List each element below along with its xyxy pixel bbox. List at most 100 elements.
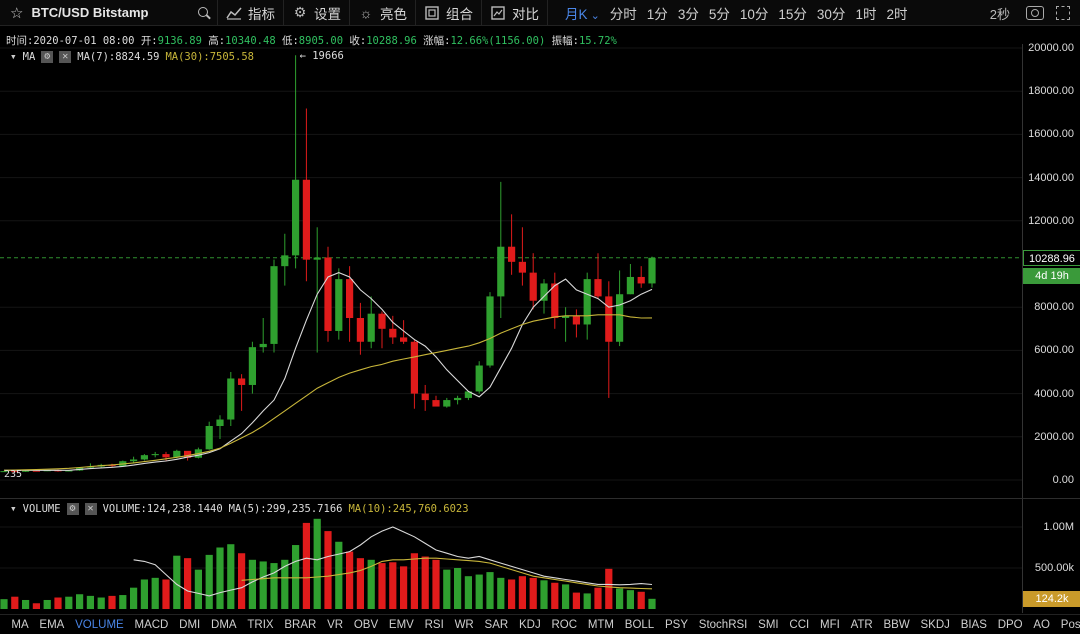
candle-body	[486, 296, 494, 366]
candle-body	[302, 179, 310, 260]
indicator-tab-trix[interactable]: TRIX	[247, 618, 274, 631]
volume-chart[interactable]	[0, 499, 1022, 613]
candle-body	[313, 257, 321, 260]
indicator-tab-dpo[interactable]: DPO	[997, 618, 1023, 631]
layout-icon	[424, 5, 440, 21]
timeframe-3[interactable]: 3分	[677, 6, 699, 22]
indicator-tab-emv[interactable]: EMV	[388, 618, 414, 631]
volume-tick-label: 1.00M	[1043, 521, 1074, 533]
timeframe-5[interactable]: 10分	[739, 6, 769, 22]
volume-bar	[86, 595, 94, 609]
indicator-tab-kdj[interactable]: KDJ	[518, 618, 541, 631]
price-chart[interactable]: ← 19666 235	[0, 44, 1022, 498]
volume-bar	[0, 599, 8, 609]
light-theme-button[interactable]: ☼ 亮色	[350, 0, 416, 26]
pane-divider[interactable]	[0, 498, 1080, 499]
indicator-tab-mtm[interactable]: MTM	[587, 618, 615, 631]
indicator-tab-roc[interactable]: ROC	[551, 618, 578, 631]
volume-bar	[130, 587, 138, 609]
volume-bar	[346, 551, 354, 609]
candle-body	[205, 426, 213, 450]
info-time: 2020-07-01 08:00	[33, 35, 135, 47]
indicator-tab-psy[interactable]: PSY	[665, 618, 689, 631]
indicator-tab-wr[interactable]: WR	[454, 618, 474, 631]
indicator-tab-obv[interactable]: OBV	[353, 618, 379, 631]
close-icon[interactable]: ✕	[84, 502, 97, 515]
indicator-tab-ema[interactable]: EMA	[39, 618, 65, 631]
indicator-tab-rsi[interactable]: RSI	[424, 618, 444, 631]
camera-icon[interactable]	[1026, 6, 1044, 20]
collapse-icon[interactable]: ▾	[10, 502, 17, 515]
volume-bar	[475, 574, 483, 609]
volume-bar	[194, 569, 202, 609]
search-icon[interactable]	[197, 6, 211, 20]
indicator-tab-position[interactable]: Position	[1060, 618, 1080, 631]
indicator-icon	[226, 5, 242, 21]
indicator-tab-dma[interactable]: DMA	[211, 618, 237, 631]
settings-small-icon[interactable]: ⚙	[66, 502, 79, 515]
max-price-label: ← 19666	[300, 50, 344, 62]
volume-bar	[259, 561, 267, 609]
collapse-icon[interactable]: ▾	[10, 50, 17, 63]
sun-icon: ☼	[359, 4, 373, 21]
indicator-tab-vr[interactable]: VR	[327, 618, 344, 631]
timeframe-0[interactable]: 月K ⌄	[565, 6, 600, 22]
indicator-tab-atr[interactable]: ATR	[850, 618, 873, 631]
volume-tick-label: 500.00k	[1034, 562, 1074, 574]
candle-body	[11, 471, 19, 473]
price-tick-label: 0.00	[1052, 474, 1074, 486]
volume-bar	[594, 587, 602, 609]
candle-body	[227, 378, 235, 420]
fullscreen-icon[interactable]	[1056, 6, 1070, 20]
candle-body	[346, 279, 354, 318]
star-icon[interactable]: ☆	[10, 4, 24, 22]
candle-body	[648, 257, 656, 284]
indicator-tab-sar[interactable]: SAR	[484, 618, 509, 631]
symbol-selector[interactable]: ☆ BTC/USD Bitstamp	[0, 0, 218, 26]
indicator-tab-ao[interactable]: AO	[1033, 618, 1051, 631]
volume-bar	[551, 582, 559, 609]
timeframe-7[interactable]: 30分	[816, 6, 846, 22]
volume-bar	[238, 553, 246, 609]
timeframe-8[interactable]: 1时	[855, 6, 877, 22]
timeframe-selector: 月K ⌄ 分时 1分 3分 5分 10分 15分 30分 1时 2时	[548, 3, 912, 23]
settings-button[interactable]: ⚙ 设置	[284, 0, 350, 26]
indicator-tab-macd[interactable]: MACD	[134, 618, 169, 631]
timeframe-9[interactable]: 2时	[886, 6, 908, 22]
candle-body	[389, 328, 397, 338]
timeframe-6[interactable]: 15分	[778, 6, 807, 22]
compare-button[interactable]: 对比	[482, 0, 548, 26]
volume-bar	[454, 568, 462, 609]
candle-body	[22, 470, 30, 472]
refresh-interval[interactable]: 2秒	[989, 6, 1010, 22]
volume-bar	[119, 595, 127, 609]
indicator-tab-bbw[interactable]: BBW	[883, 618, 910, 631]
timeframe-1[interactable]: 分时	[609, 6, 637, 22]
close-icon[interactable]: ✕	[59, 50, 72, 63]
indicator-tab-smi[interactable]: SMI	[758, 618, 779, 631]
indicator-tab-cci[interactable]: CCI	[789, 618, 810, 631]
symbol-name: BTC/USD Bitstamp	[31, 5, 149, 20]
timeframe-2[interactable]: 1分	[646, 6, 668, 22]
indicator-tab-boll[interactable]: BOLL	[624, 618, 655, 631]
indicator-tab-stochrsi[interactable]: StochRSI	[698, 618, 748, 631]
layout-button[interactable]: 组合	[416, 0, 482, 26]
candle-body	[497, 246, 505, 297]
indicator-button[interactable]: 指标	[218, 0, 284, 26]
candle-body	[605, 296, 613, 342]
indicator-tab-volume[interactable]: VOLUME	[75, 618, 124, 631]
indicator-tab-skdj[interactable]: SKDJ	[920, 618, 950, 631]
volume-bar	[65, 596, 73, 609]
timeframe-4[interactable]: 5分	[708, 6, 730, 22]
volume-bar	[616, 588, 624, 609]
indicator-tabs: MA EMA VOLUME MACD DMI DMA TRIX BRAR VR OBV EMV RSI…	[0, 614, 1080, 634]
legend-volume-value: VOLUME:124,238.1440	[102, 502, 223, 515]
price-axis: 20000.00 18000.00 16000.00 14000.00 12000.00…	[1022, 42, 1080, 498]
settings-small-icon[interactable]: ⚙	[41, 50, 54, 63]
indicator-tab-dmi[interactable]: DMI	[179, 618, 201, 631]
indicator-tab-mfi[interactable]: MFI	[819, 618, 840, 631]
indicator-tab-bias[interactable]: BIAS	[960, 618, 987, 631]
indicator-tab-brar[interactable]: BRAR	[284, 618, 317, 631]
volume-bar	[367, 559, 375, 609]
indicator-tab-ma[interactable]: MA	[11, 618, 29, 631]
